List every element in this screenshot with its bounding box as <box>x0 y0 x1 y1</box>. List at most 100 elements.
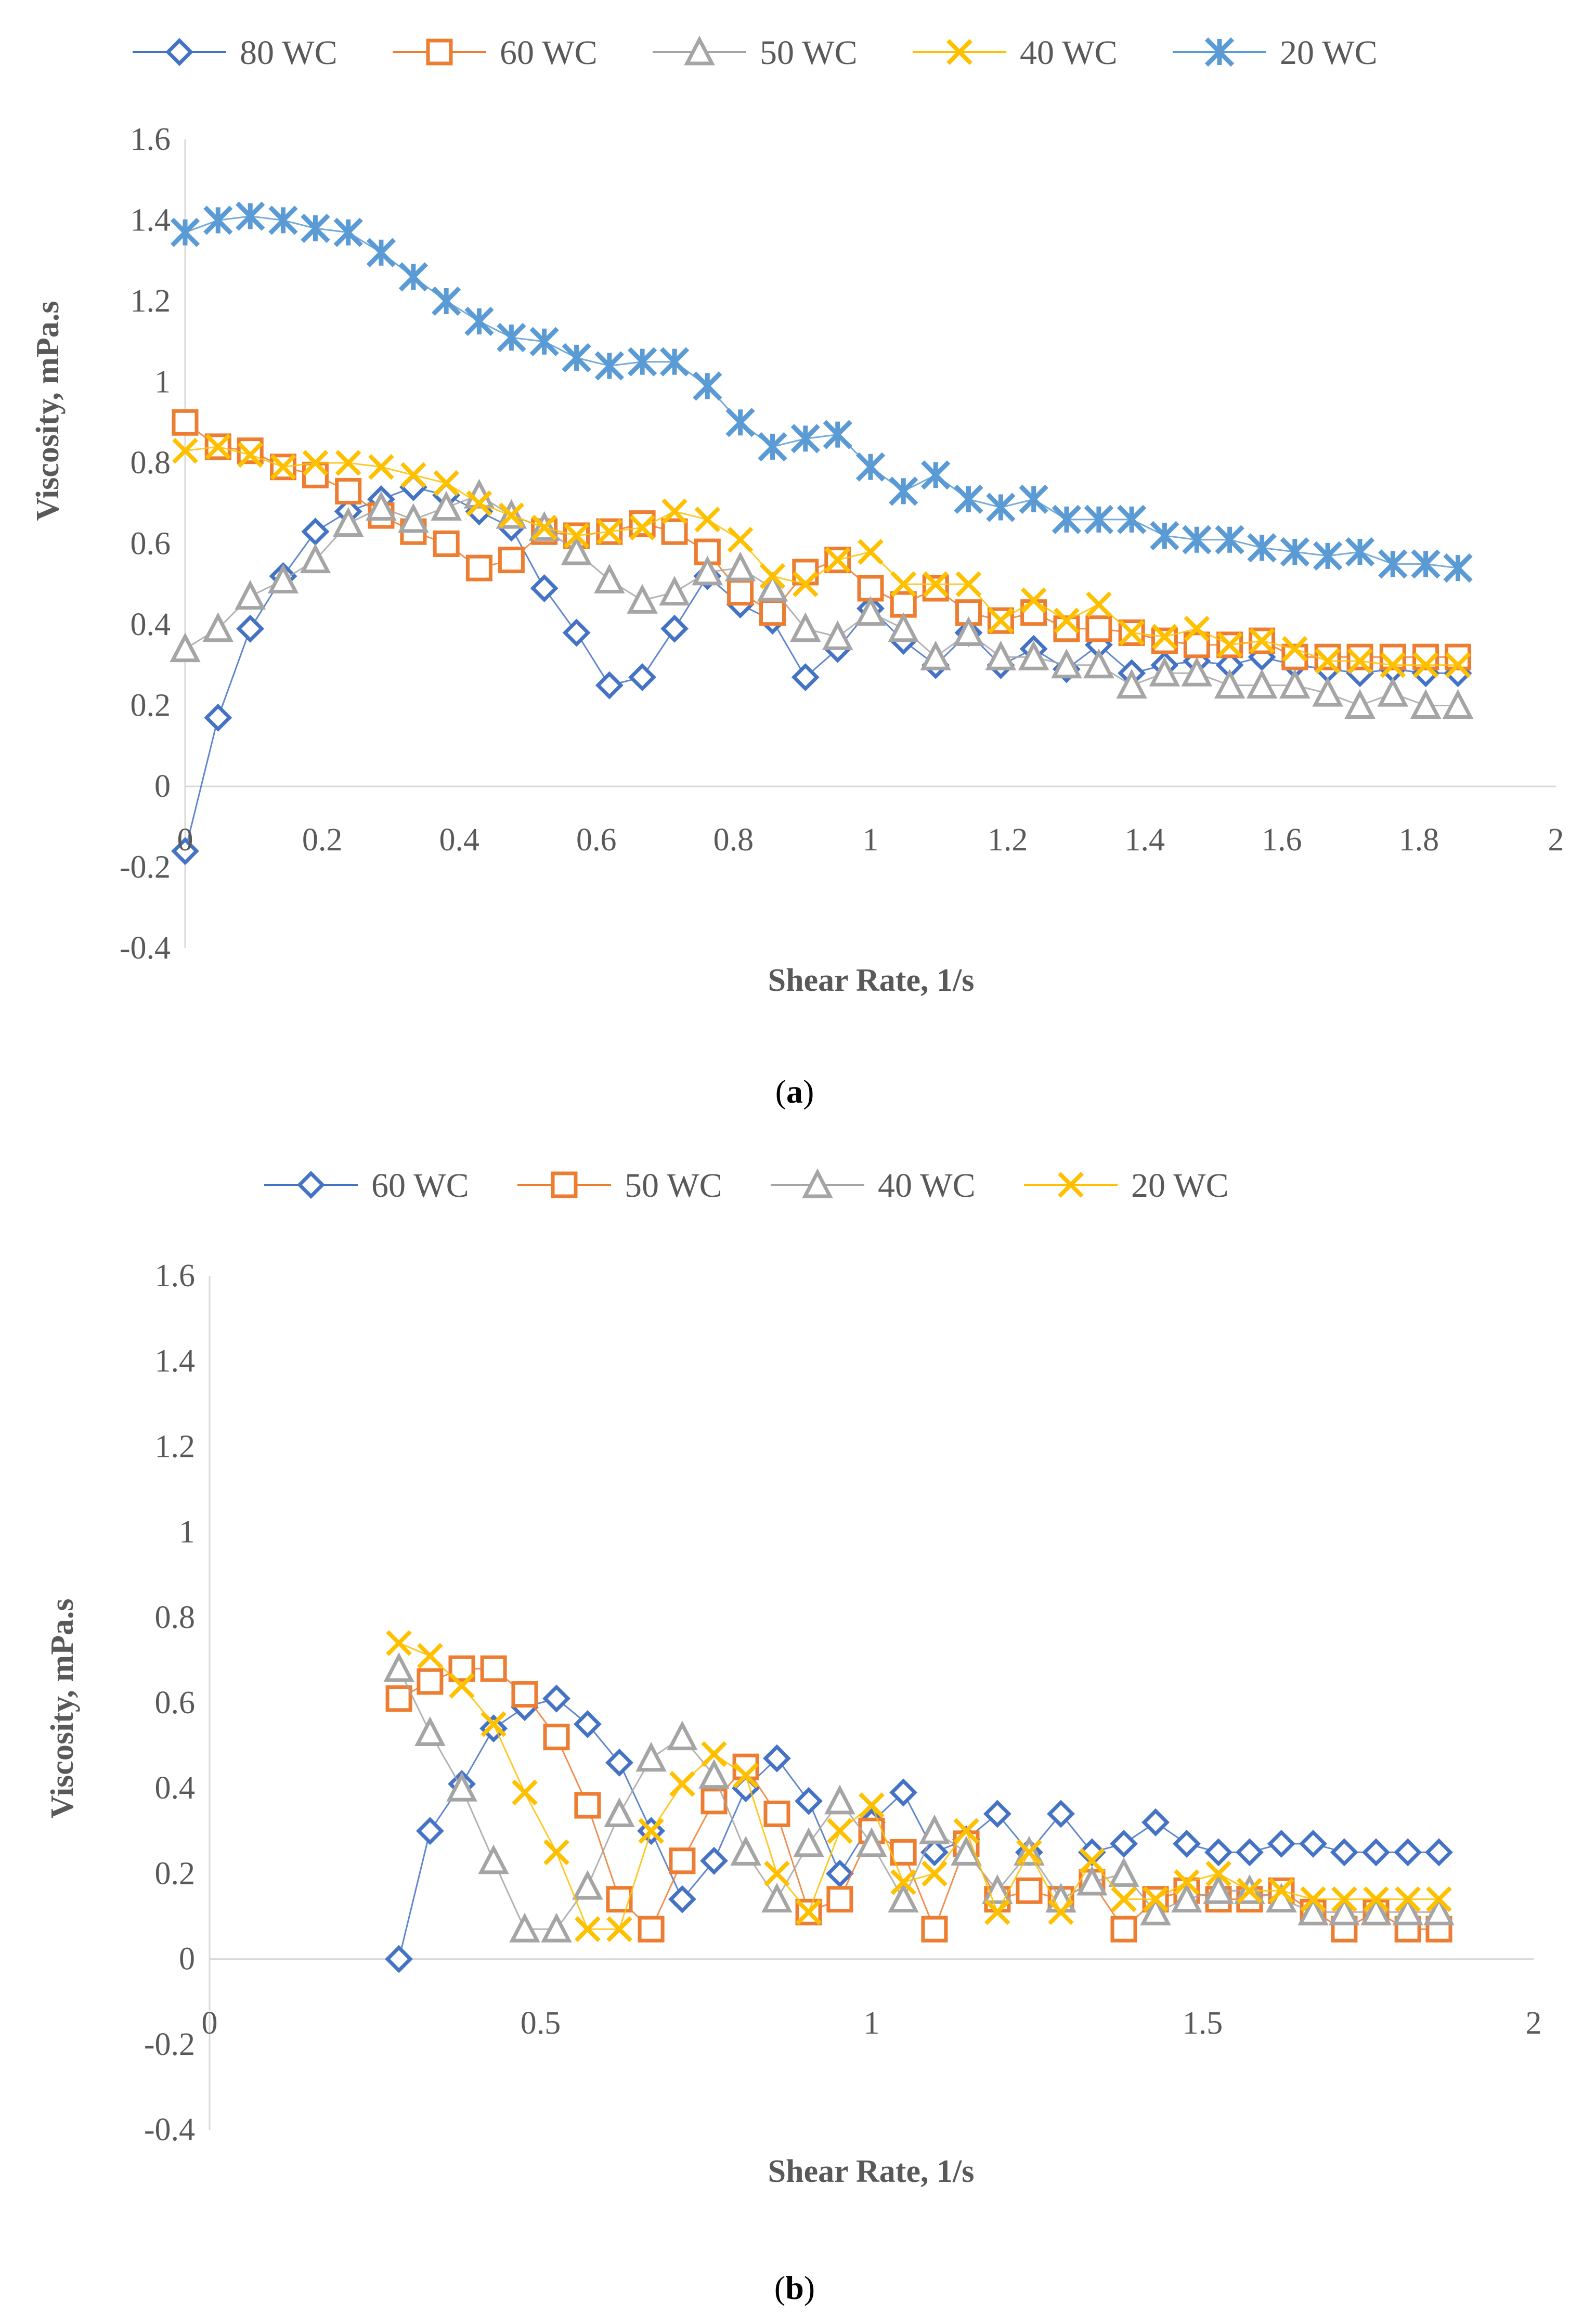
data-point <box>1423 1895 1455 1925</box>
data-point <box>1108 1857 1139 1887</box>
data-point <box>417 1643 443 1669</box>
y-tick-label: -0.4 <box>120 930 171 966</box>
data-point <box>1445 652 1471 678</box>
data-point <box>563 523 590 549</box>
y-tick-label: -0.2 <box>144 2027 195 2062</box>
data-point <box>574 1792 601 1819</box>
data-point <box>1020 587 1047 614</box>
x-tick-label: 0.2 <box>302 822 343 858</box>
data-point <box>921 1916 948 1943</box>
marker-stroke <box>923 571 949 598</box>
x-tick-label: 1 <box>864 2006 880 2041</box>
x-tick-label: 1.4 <box>1124 822 1165 858</box>
data-point <box>795 1787 823 1815</box>
marker-stroke <box>946 39 972 65</box>
data-point <box>301 518 330 546</box>
series-line <box>398 1642 1439 1930</box>
data-point <box>497 322 526 353</box>
data-point <box>986 493 1016 522</box>
series-40-wc <box>172 434 1471 678</box>
data-point <box>761 1883 793 1913</box>
data-point <box>1140 1895 1171 1925</box>
data-point <box>561 535 592 565</box>
y-tick-label: 1.2 <box>155 1429 196 1464</box>
data-point <box>170 217 200 248</box>
data-point <box>1347 648 1373 674</box>
marker-stroke <box>824 547 851 573</box>
data-point <box>763 1744 791 1773</box>
marker-stroke <box>955 571 982 598</box>
y-tick-label: 1.4 <box>131 203 171 238</box>
data-point <box>604 1797 635 1827</box>
legend-label: 40 WC <box>878 1167 976 1205</box>
data-point <box>693 371 722 401</box>
marker-stroke <box>638 1818 664 1844</box>
legend-entry: 40 WC <box>771 1167 976 1205</box>
data-point <box>796 1899 822 1925</box>
legend-marker <box>802 1168 833 1198</box>
data-point <box>1016 1839 1042 1866</box>
marker-stroke <box>302 450 329 476</box>
data-point <box>759 563 786 589</box>
marker-stroke <box>922 1860 948 1887</box>
data-point <box>1235 1838 1264 1867</box>
data-point <box>383 1652 414 1682</box>
data-point <box>919 1814 950 1844</box>
data-point <box>466 490 492 516</box>
data-point <box>237 437 264 464</box>
data-point <box>465 554 492 581</box>
data-point <box>1315 648 1341 674</box>
series-group-b <box>383 1630 1455 1973</box>
data-point <box>1086 591 1112 617</box>
legend-marker <box>165 38 193 66</box>
data-point <box>727 526 754 553</box>
data-point <box>1345 537 1375 567</box>
data-point <box>385 1685 412 1712</box>
data-point <box>498 502 525 528</box>
data-point <box>332 507 364 537</box>
legend-marker <box>297 1171 325 1199</box>
marker-stroke <box>859 1792 885 1818</box>
data-point <box>431 286 461 316</box>
legend-label: 20 WC <box>1131 1167 1229 1205</box>
y-axis-title-a: Viscosity, mPa.s <box>30 301 66 521</box>
marker-stroke <box>270 454 296 480</box>
y-tick-label: 0.6 <box>131 526 171 562</box>
marker-stroke <box>1016 1839 1042 1866</box>
marker-stroke <box>1119 619 1145 646</box>
data-point <box>1410 689 1442 719</box>
data-point <box>1047 1800 1075 1828</box>
marker-stroke <box>953 1818 979 1844</box>
data-point <box>1313 541 1343 571</box>
data-point <box>366 238 396 267</box>
y-tick-label: 0.4 <box>155 1770 196 1806</box>
data-point <box>205 434 231 460</box>
legend-marker <box>1204 37 1235 67</box>
data-point <box>433 470 459 496</box>
data-point <box>1117 505 1147 535</box>
legend-label: 60 WC <box>500 34 598 72</box>
data-point <box>203 205 233 235</box>
series-line <box>398 1668 1439 1930</box>
marker-stroke <box>733 1762 759 1789</box>
data-point <box>1282 636 1308 662</box>
marker-stroke <box>1282 636 1308 662</box>
data-point <box>922 1860 948 1887</box>
data-point <box>1214 669 1245 699</box>
data-point <box>724 551 756 581</box>
data-point <box>1216 632 1243 658</box>
data-point <box>1246 669 1278 699</box>
data-point <box>1181 656 1213 687</box>
data-point <box>366 490 397 521</box>
data-point <box>572 1870 603 1900</box>
data-point <box>478 1844 509 1874</box>
marker-stroke <box>1412 652 1439 678</box>
marker-stroke <box>205 434 231 460</box>
data-point <box>792 571 819 598</box>
data-point <box>417 1668 444 1695</box>
marker-stroke <box>1237 1878 1263 1904</box>
data-point <box>171 837 199 865</box>
data-point <box>1394 1838 1422 1867</box>
data-point <box>659 576 690 606</box>
